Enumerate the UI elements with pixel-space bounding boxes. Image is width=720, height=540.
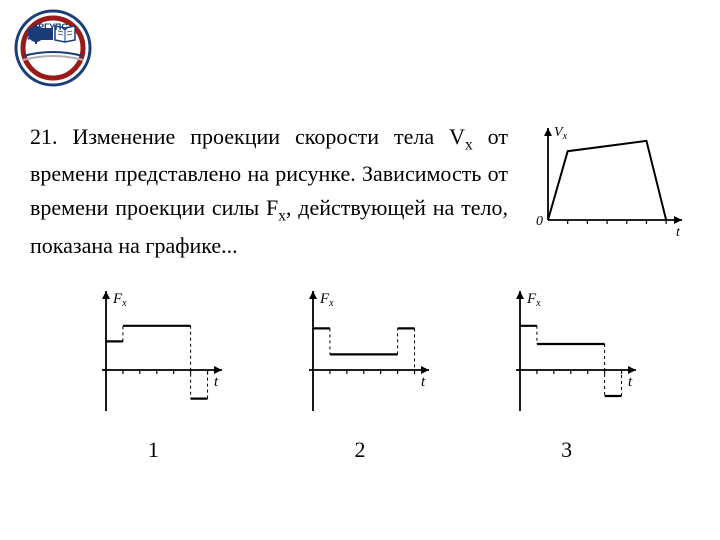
answer-3: t Fx 3 bbox=[492, 285, 642, 463]
svg-text:Fx: Fx bbox=[319, 291, 334, 309]
logo-svg: РГУПС bbox=[8, 8, 98, 88]
logo-text: РГУПС bbox=[38, 22, 68, 32]
answer-label-2: 2 bbox=[354, 437, 365, 463]
force-chart-3: t Fx bbox=[492, 285, 642, 425]
answers-row: t Fx 1 t Fx 2 t Fx 3 bbox=[30, 285, 690, 463]
question-row: 21. Изменение проекции скорости тела Vx … bbox=[30, 120, 690, 263]
svg-text:t: t bbox=[628, 374, 633, 390]
svg-text:t: t bbox=[421, 374, 426, 390]
svg-text:Vx: Vx bbox=[554, 125, 568, 142]
velocity-chart: 0 t Vx bbox=[520, 120, 690, 245]
answer-label-3: 3 bbox=[561, 437, 572, 463]
force-chart-1: t Fx bbox=[78, 285, 228, 425]
question-number: 21. bbox=[30, 124, 58, 149]
university-logo: РГУПС bbox=[8, 8, 98, 93]
svg-text:t: t bbox=[214, 374, 219, 390]
answer-1: t Fx 1 bbox=[78, 285, 228, 463]
main-content: 21. Изменение проекции скорости тела Vx … bbox=[30, 120, 690, 463]
subscript-2: x bbox=[278, 208, 286, 225]
answer-2: t Fx 2 bbox=[285, 285, 435, 463]
svg-text:Fx: Fx bbox=[112, 291, 127, 309]
question-text: 21. Изменение проекции скорости тела Vx … bbox=[30, 120, 508, 263]
subscript-1: x bbox=[465, 136, 473, 153]
svg-text:0: 0 bbox=[536, 214, 543, 229]
answer-label-1: 1 bbox=[148, 437, 159, 463]
svg-text:Fx: Fx bbox=[526, 291, 541, 309]
question-part-1: Изменение проекции скорости тела V bbox=[72, 124, 465, 149]
force-chart-2: t Fx bbox=[285, 285, 435, 425]
svg-text:t: t bbox=[676, 225, 681, 240]
velocity-chart-svg: 0 t Vx bbox=[520, 120, 690, 240]
